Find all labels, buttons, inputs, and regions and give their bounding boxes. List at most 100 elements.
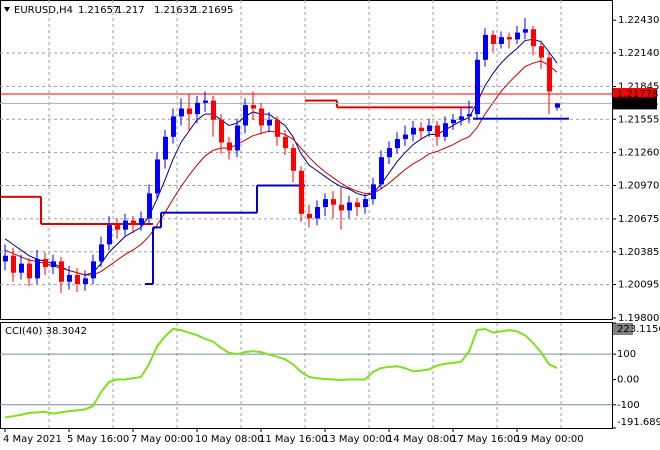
candle-body bbox=[3, 255, 8, 262]
candle-body bbox=[435, 125, 440, 137]
price-tag bbox=[613, 87, 657, 100]
main-frame bbox=[0, 0, 613, 320]
candle-body bbox=[267, 119, 272, 126]
y-tick-label: 1.21260 bbox=[618, 148, 659, 159]
price-tag-label: 1.21778 bbox=[617, 89, 658, 100]
candle-body bbox=[27, 263, 32, 279]
candle-body bbox=[411, 127, 416, 135]
candle-body bbox=[403, 134, 408, 140]
candle-body bbox=[179, 108, 184, 117]
y-tick-label: 1.22430 bbox=[618, 15, 659, 26]
candle-body bbox=[507, 37, 512, 40]
candle-body bbox=[131, 220, 136, 226]
candle-body bbox=[491, 34, 496, 44]
x-tick-label: 5 May 16:00 bbox=[67, 434, 129, 445]
candle-body bbox=[347, 202, 352, 211]
candle-body bbox=[379, 157, 384, 185]
candle-body bbox=[483, 34, 488, 60]
candle-body bbox=[443, 123, 448, 137]
x-tick-label: 14 May 08:00 bbox=[387, 434, 456, 445]
cci-title: CCI(40) 38.3042 bbox=[5, 326, 87, 337]
y-tick-label: 1.21845 bbox=[618, 81, 659, 92]
candle-body bbox=[83, 278, 88, 285]
candle-body bbox=[139, 218, 144, 226]
y-tick-label: 1.19800 bbox=[618, 313, 659, 324]
y-tick-label: -191.6896 bbox=[617, 417, 660, 428]
candle-body bbox=[259, 108, 264, 126]
ohlc-value: 1.21632 bbox=[154, 5, 195, 16]
moving-average bbox=[4, 60, 558, 276]
moving-average bbox=[4, 38, 558, 276]
candle-body bbox=[315, 207, 320, 219]
candle-body bbox=[51, 261, 56, 268]
candle-body bbox=[43, 259, 48, 268]
candle-body bbox=[35, 259, 40, 279]
candle-body bbox=[339, 204, 344, 211]
candle-body bbox=[107, 225, 112, 245]
candle-body bbox=[395, 139, 400, 149]
x-tick-label: 11 May 16:00 bbox=[259, 434, 328, 445]
y-tick-label: -100 bbox=[617, 400, 640, 411]
candle-body bbox=[467, 114, 472, 117]
x-tick-label: 13 May 00:00 bbox=[323, 434, 392, 445]
candle-body bbox=[363, 199, 368, 208]
candle-body bbox=[515, 32, 520, 40]
y-tick-label: 1.20095 bbox=[618, 280, 659, 291]
value-tag bbox=[613, 323, 633, 335]
candle-body bbox=[459, 116, 464, 120]
candle-body bbox=[539, 46, 544, 58]
symbol: EURUSD,H4 bbox=[14, 5, 73, 16]
candle-body bbox=[195, 102, 200, 115]
y-tick-label: 1.20970 bbox=[618, 181, 659, 192]
candle-body bbox=[387, 148, 392, 158]
y-tick-label: 1.21555 bbox=[618, 114, 659, 125]
x-tick-label: 17 May 16:00 bbox=[451, 434, 520, 445]
candle-body bbox=[251, 105, 256, 109]
candle-body bbox=[331, 199, 336, 205]
candle-body bbox=[19, 263, 24, 273]
candle-body bbox=[371, 184, 376, 200]
candle-body bbox=[155, 159, 160, 194]
price-tag-label: 1.21695 bbox=[617, 98, 658, 109]
candle-body bbox=[171, 116, 176, 137]
candle-body bbox=[227, 142, 232, 151]
candle-body bbox=[499, 37, 504, 44]
ohlc-value: 1.21695 bbox=[192, 5, 233, 16]
candle-body bbox=[59, 261, 64, 282]
candle-body bbox=[211, 100, 216, 120]
candle-body bbox=[555, 103, 560, 108]
candle-body bbox=[323, 199, 328, 208]
candle-body bbox=[91, 261, 96, 279]
candle-body bbox=[147, 193, 152, 219]
candle-body bbox=[11, 255, 16, 273]
y-tick-label: 1.22140 bbox=[618, 48, 659, 59]
cci-frame bbox=[0, 322, 613, 429]
candle-body bbox=[531, 29, 536, 47]
candle-body bbox=[283, 136, 288, 149]
candle-body bbox=[203, 100, 208, 103]
price-tag bbox=[613, 97, 657, 110]
candle-body bbox=[243, 105, 248, 126]
candle-body bbox=[75, 274, 80, 285]
y-tick-label: 223.1156 bbox=[617, 324, 660, 335]
candle-body bbox=[307, 213, 312, 219]
candle-body bbox=[475, 59, 480, 115]
candle-body bbox=[187, 108, 192, 115]
candle-body bbox=[299, 170, 304, 214]
y-tick-label: 1.20675 bbox=[618, 214, 659, 225]
ohlc-value: 1.217 bbox=[116, 5, 145, 16]
candle-body bbox=[355, 202, 360, 208]
candle-body bbox=[523, 29, 528, 33]
candle-body bbox=[219, 119, 224, 143]
y-tick-label: 0.00 bbox=[617, 374, 639, 385]
y-tick-label: 1.20385 bbox=[618, 247, 659, 258]
candle-body bbox=[67, 274, 72, 282]
ohlc-value: 1.21657 bbox=[78, 5, 119, 16]
candle-body bbox=[547, 57, 552, 92]
x-tick-label: 10 May 08:00 bbox=[195, 434, 264, 445]
candle-body bbox=[235, 125, 240, 151]
x-tick-label: 19 May 00:00 bbox=[515, 434, 584, 445]
